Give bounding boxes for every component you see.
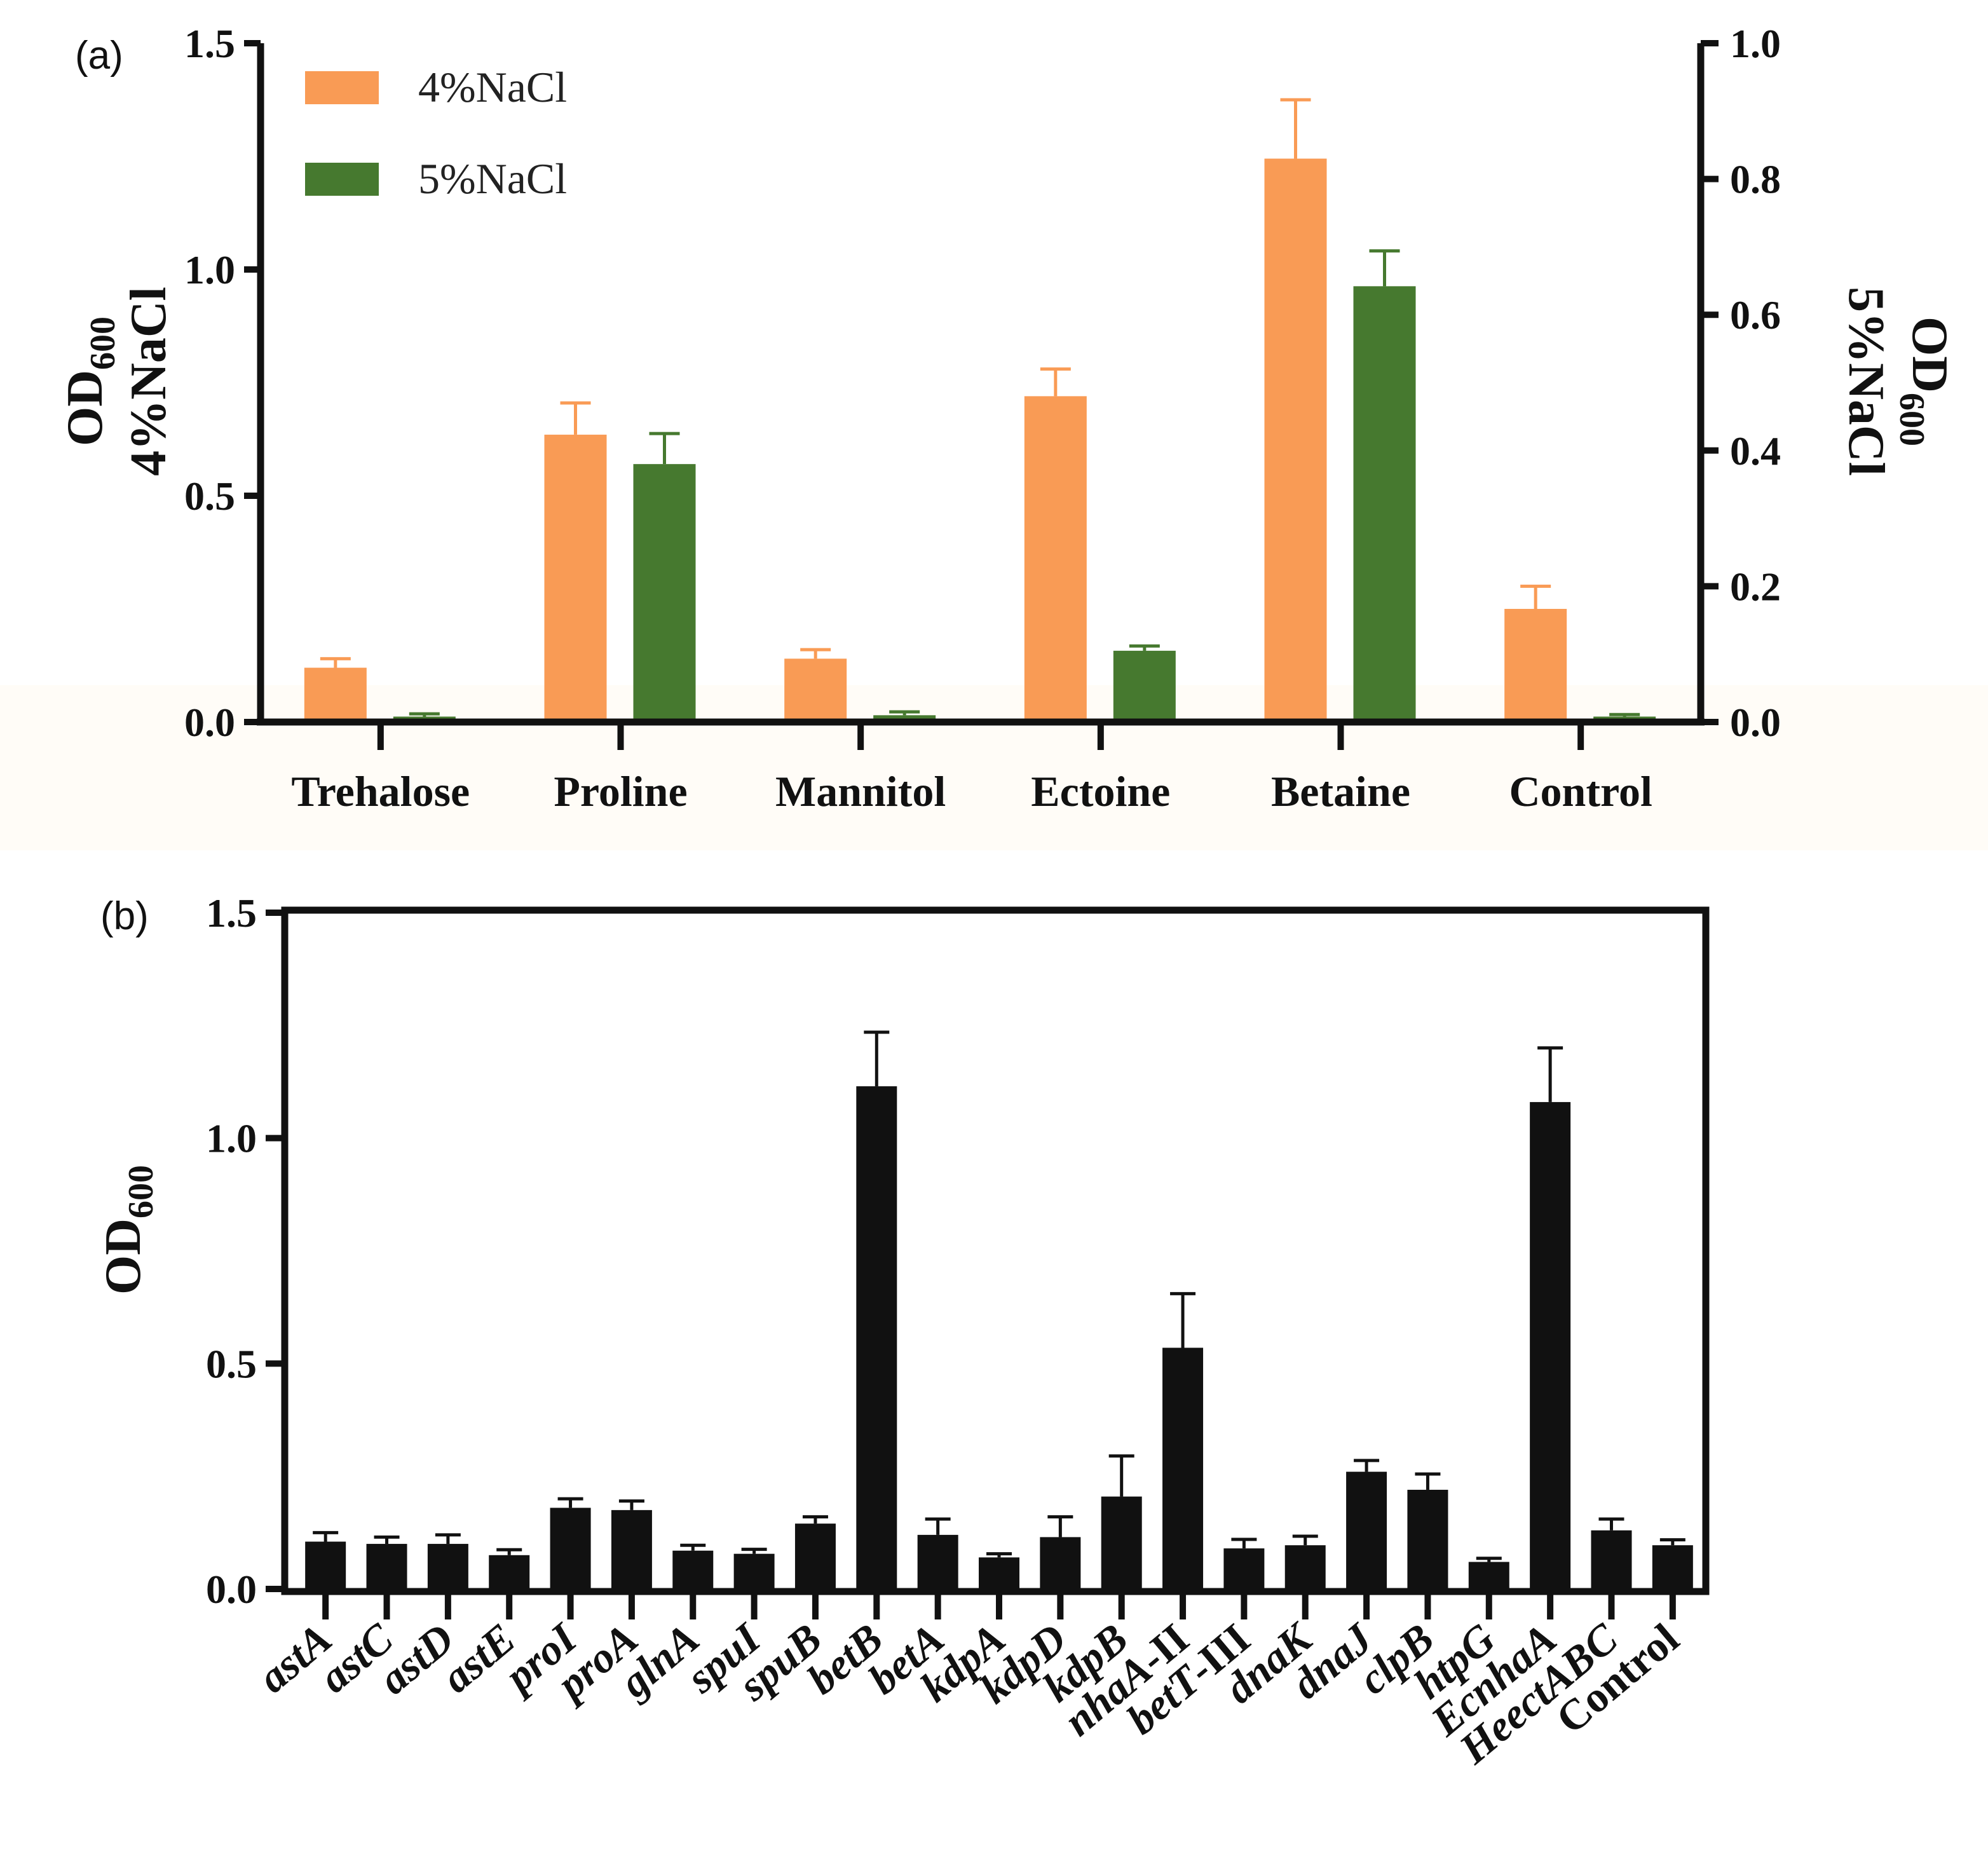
- svg-text:OD600: OD600: [95, 1165, 161, 1295]
- panel-a-left-ticks: 0.0 0.5 1.0 1.5: [184, 21, 261, 745]
- tick-label-b-y-0-0: 0.0: [206, 1567, 257, 1612]
- legend-label-5pct: 5%NaCl: [418, 154, 567, 203]
- panel-a-right-title-line2: 5%NaCl: [1838, 287, 1894, 476]
- tick-label-b-y-1-0: 1.0: [206, 1116, 257, 1161]
- bar-b-proi: [550, 1508, 591, 1589]
- panel-a-bars: [304, 158, 1656, 722]
- bar-b-aste: [489, 1555, 530, 1589]
- panel-a-left-axis-title: OD600 4%NaCl: [57, 287, 177, 476]
- tick-label-b-y-1-5: 1.5: [206, 890, 257, 936]
- panel-b-label: (b): [100, 894, 149, 938]
- bar-b-bett-iii: [1223, 1548, 1265, 1589]
- bar-b-betb: [856, 1086, 897, 1589]
- category-label-a-ectoine: Ectoine: [1031, 767, 1170, 815]
- tick-label-a-left-0-0: 0.0: [184, 700, 235, 745]
- panel-b-bars: [305, 1086, 1693, 1589]
- tick-label-a-right-0-6: 0.6: [1730, 292, 1781, 337]
- panel-a-left-title-sub: 600: [83, 317, 123, 370]
- bar-b-htpg: [1468, 1562, 1509, 1589]
- svg-text:OD600: OD600: [57, 317, 123, 446]
- bar-b-dnaj: [1346, 1471, 1387, 1589]
- bar-b-spui: [733, 1553, 775, 1589]
- bar-b-kdpb: [1101, 1496, 1142, 1589]
- bar-a-ectoine-5-nacl: [1113, 650, 1176, 722]
- category-label-a-trehalose: Trehalose: [291, 767, 470, 815]
- tick-label-a-left-1-0: 1.0: [184, 247, 235, 292]
- category-label-a-betaine: Betaine: [1271, 767, 1410, 815]
- legend-swatch-4pct: [305, 71, 379, 104]
- legend-label-4pct: 4%NaCl: [418, 63, 567, 111]
- bar-a-control-4-nacl: [1504, 609, 1567, 722]
- bar-a-betaine-5-nacl: [1353, 286, 1416, 722]
- bar-b-dnak: [1284, 1545, 1326, 1589]
- bar-b-proa: [611, 1510, 652, 1589]
- bar-a-proline-5-nacl: [633, 464, 696, 722]
- bar-b-nhaa-ii: [1162, 1347, 1204, 1589]
- panel-b-y-title-main: OD: [95, 1218, 151, 1295]
- bar-b-astd: [427, 1544, 468, 1589]
- panel-a-right-ticks: 0.0 0.2 0.4 0.6 0.8 1.0: [1701, 21, 1781, 745]
- bar-a-mannitol-4-nacl: [784, 658, 847, 722]
- panel-a-left-title-line2: 4%NaCl: [121, 287, 177, 476]
- panel-a-label: (a): [75, 34, 123, 78]
- bar-b-astc: [366, 1544, 407, 1589]
- tick-label-b-y-0-5: 0.5: [206, 1341, 257, 1386]
- tick-label-a-right-0-2: 0.2: [1730, 564, 1781, 609]
- panel-b-y-axis-title: OD600: [95, 1165, 161, 1295]
- bar-a-trehalose-4-nacl: [304, 667, 367, 722]
- legend-swatch-5pct: [305, 163, 379, 196]
- panel-a-right-axis-title: OD600 5%NaCl: [1838, 287, 1957, 476]
- tick-label-a-right-1-0: 1.0: [1730, 21, 1781, 66]
- bar-b-beta: [917, 1534, 958, 1589]
- panel-a-right-title-sub: 600: [1892, 393, 1931, 446]
- tick-label-a-left-1-5: 1.5: [184, 21, 235, 66]
- category-label-a-control: Control: [1509, 767, 1652, 815]
- bar-b-glna: [672, 1550, 714, 1589]
- bar-b-control: [1652, 1545, 1693, 1589]
- bar-b-clpb: [1407, 1489, 1448, 1589]
- panel-b-y-ticks: 0.0 0.5 1.0 1.5: [206, 890, 285, 1612]
- bar-a-ectoine-4-nacl: [1024, 396, 1087, 722]
- bar-b-spub: [794, 1524, 836, 1589]
- panel-a-legend: 4%NaCl 5%NaCl: [305, 63, 567, 203]
- panel-b-error-bars: [313, 1030, 1685, 1562]
- bar-b-kdpa: [979, 1557, 1019, 1589]
- tick-label-a-right-0-4: 0.4: [1730, 428, 1781, 474]
- tick-label-a-right-0-8: 0.8: [1730, 157, 1781, 202]
- bar-b-heectabc: [1591, 1530, 1632, 1589]
- panel-b-frame: [281, 906, 1710, 1595]
- bar-b-ecnhaa: [1530, 1101, 1571, 1589]
- bar-a-betaine-4-nacl: [1264, 158, 1327, 722]
- panel-a-x-ticks: Trehalose Proline Mannitol Ectoine Betaine Co…: [291, 722, 1652, 815]
- panel-b-y-title-sub: 600: [121, 1165, 161, 1218]
- bar-a-proline-4-nacl: [544, 434, 607, 722]
- panel-a-error-bars: [320, 98, 1640, 717]
- tick-label-a-right-0-0: 0.0: [1730, 700, 1781, 745]
- panel-a: (a) 0.0 0.5 1.0 1.5 0.0 0.2 0.4 0.6 0.8 1.0 Treh…: [57, 21, 1957, 815]
- category-label-a-proline: Proline: [554, 767, 687, 815]
- bar-b-asta: [305, 1541, 346, 1589]
- tick-label-a-left-0-5: 0.5: [184, 474, 235, 519]
- panel-a-left-title-main: OD: [57, 370, 113, 446]
- svg-text:OD600: OD600: [1892, 317, 1957, 446]
- category-label-a-mannitol: Mannitol: [775, 767, 946, 815]
- panel-a-right-title-main: OD: [1902, 317, 1957, 393]
- bar-b-kdpd: [1040, 1537, 1081, 1589]
